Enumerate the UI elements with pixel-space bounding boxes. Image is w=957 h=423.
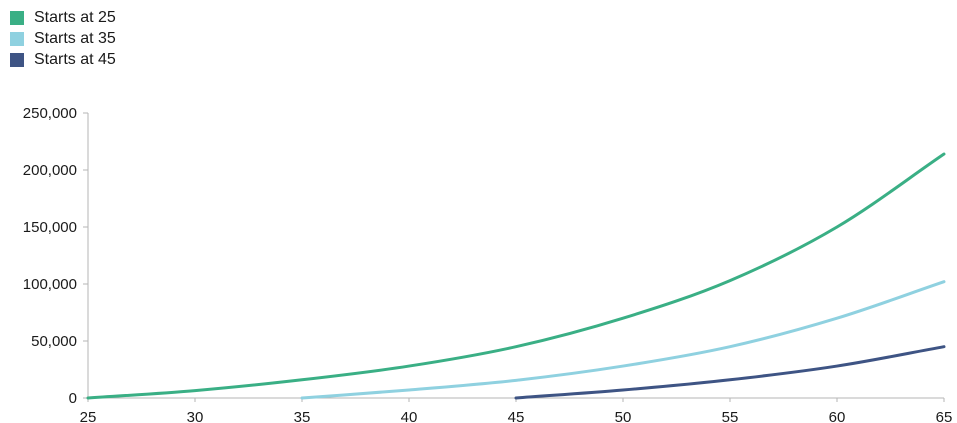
x-tick-label: 30 [187, 409, 204, 423]
y-tick-label: 200,000 [23, 162, 77, 179]
legend-label: Starts at 45 [34, 51, 116, 68]
legend-label: Starts at 25 [34, 9, 116, 26]
chart-legend: Starts at 25 Starts at 35 Starts at 45 [10, 7, 116, 70]
series-line-starts-at-25 [86, 152, 946, 400]
legend-item-starts-at-45: Starts at 45 [10, 49, 116, 70]
x-tick-label: 60 [829, 409, 846, 423]
y-tick-label: 150,000 [23, 219, 77, 236]
legend-item-starts-at-35: Starts at 35 [10, 28, 116, 49]
y-tick-label: 50,000 [31, 333, 77, 350]
x-tick-label: 40 [401, 409, 418, 423]
legend-swatch [10, 31, 24, 46]
y-tick-label: 0 [69, 390, 77, 407]
legend-swatch [10, 10, 24, 25]
x-tick-label: 35 [294, 409, 311, 423]
legend-swatch [10, 52, 24, 67]
series-line-starts-at-45 [514, 345, 946, 400]
x-tick-label: 50 [615, 409, 632, 423]
x-tick-label: 45 [508, 409, 525, 423]
series-line-starts-at-35 [300, 280, 946, 400]
x-tick-label: 55 [722, 409, 739, 423]
x-tick-label: 25 [80, 409, 97, 423]
y-tick-label: 100,000 [23, 276, 77, 293]
legend-item-starts-at-25: Starts at 25 [10, 7, 116, 28]
legend-label: Starts at 35 [34, 30, 116, 47]
x-tick-label: 65 [936, 409, 953, 423]
y-tick-label: 250,000 [23, 105, 77, 122]
